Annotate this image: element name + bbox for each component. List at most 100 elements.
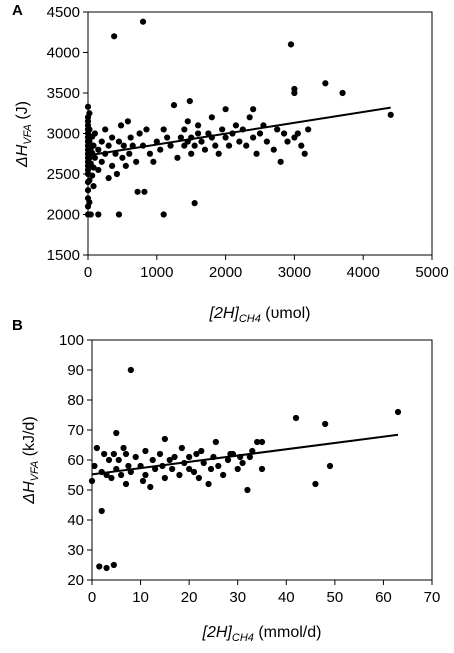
panel-b-point: [149, 456, 156, 464]
panel-b-point: [312, 480, 319, 488]
panel-b-y-label-sub: VFA: [29, 461, 41, 482]
panel-a-chart: A 0 1000 2000 3000 4000 5000 1500 2000 2500 3000…: [12, 2, 449, 325]
panel-a-point: [120, 142, 127, 149]
panel-a-point: [111, 33, 118, 40]
panel-b-chart: B 0 10 20 30 40 50 60 70 20 30 40 50 60 70 80 90 100 [2…: [12, 317, 440, 644]
panel-b-point: [254, 438, 261, 446]
panel-a-point: [291, 89, 298, 97]
panel-a-point: [250, 134, 257, 141]
panel-b-y-tick-label: 100: [59, 332, 84, 349]
panel-a-point: [246, 114, 253, 121]
panel-a-point: [119, 154, 126, 161]
panel-b-x-tick-label: 10: [132, 589, 149, 606]
panel-a-x-axis-title: [2H]CH4 (υmol): [209, 305, 311, 325]
panel-a-point: [191, 200, 198, 207]
panel-a-x-tick-label: 4000: [347, 264, 380, 281]
panel-a-point: [86, 126, 93, 133]
panel-b-point: [171, 453, 178, 461]
panel-a-point: [105, 174, 112, 182]
panel-b-point: [127, 366, 134, 374]
panel-b-trendline: [91, 433, 399, 476]
panel-b-x-tick-label: 0: [88, 589, 96, 606]
panel-a-y-tick-label: 2000: [47, 207, 80, 224]
panel-a-point: [181, 142, 188, 149]
panel-a-point: [215, 150, 222, 157]
panel-b-point: [178, 444, 185, 452]
panel-b-x-label-sub: CH4: [232, 632, 254, 644]
panel-a-point: [305, 126, 312, 133]
panel-b-point: [198, 447, 205, 455]
panel-a-point: [136, 130, 143, 137]
panel-b-point: [205, 480, 212, 488]
panel-a-y-tick-label: 4500: [47, 4, 80, 21]
panel-b-x-tick-label: 60: [375, 589, 392, 606]
panel-a-point: [127, 134, 134, 141]
panel-a-point: [115, 211, 123, 218]
panel-a-y-tick-label: 3000: [47, 126, 80, 143]
panel-a-point: [98, 138, 105, 145]
panel-a-point: [225, 142, 233, 149]
panel-a-point: [86, 177, 93, 184]
panel-b-point: [394, 408, 402, 416]
panel-b-point: [169, 465, 176, 473]
panel-a-point: [250, 106, 257, 113]
panel-a-point: [90, 142, 97, 149]
panel-a-point: [222, 134, 229, 141]
panel-a-point: [146, 150, 154, 157]
panel-b-point: [224, 456, 232, 464]
panel-a-x-tick-label: 0: [84, 264, 92, 281]
panel-a-point: [194, 130, 202, 137]
panel-b-point: [88, 477, 96, 485]
panel-a-y-label-main: ΔH: [14, 144, 31, 168]
panel-b-x-tick-label: 20: [181, 589, 198, 606]
panel-a-point: [134, 188, 141, 195]
panel-a-y-ticks: 1500 2000 2500 3000 3500 4000 4500: [47, 4, 88, 264]
panel-b-point: [91, 462, 98, 470]
panel-b-point: [244, 486, 251, 494]
panel-b-point: [186, 465, 193, 473]
panel-a-point: [89, 172, 96, 179]
panel-b-x-label-unit: (mmol/d): [254, 624, 322, 641]
panel-b-point: [122, 480, 130, 488]
panel-a-point: [253, 150, 260, 157]
panel-a-point: [232, 122, 240, 129]
panel-a-x-tick-label: 3000: [278, 264, 311, 281]
panel-a-point: [117, 122, 125, 129]
panel-a-point: [86, 154, 93, 161]
panel-a-point: [184, 118, 191, 125]
panel-a-point: [139, 18, 147, 25]
panel-b-point: [246, 453, 253, 461]
panel-b-point: [161, 474, 168, 482]
panel-b-y-tick-label: 60: [67, 452, 84, 469]
panel-a-y-label-sub: VFA: [22, 124, 34, 145]
panel-a-point: [256, 130, 264, 137]
panel-a-point: [90, 183, 97, 190]
panel-b-point: [156, 450, 164, 458]
panel-b-letter: B: [12, 317, 23, 334]
panel-b-plot-frame: [91, 339, 433, 581]
panel-b-y-label-main: ΔH: [21, 481, 38, 505]
panel-a-point: [98, 158, 105, 165]
panel-b-point: [161, 435, 168, 443]
panel-b-point: [220, 471, 227, 479]
panel-b-point: [110, 450, 117, 458]
panel-a-point: [86, 199, 93, 206]
panel-a-point: [212, 142, 219, 149]
panel-b-point: [120, 444, 127, 452]
panel-a-point: [105, 142, 112, 149]
panel-a-point: [236, 138, 243, 145]
panel-a-point: [177, 134, 184, 141]
panel-b-point: [147, 483, 154, 491]
panel-a-point: [198, 138, 205, 145]
panel-a-point: [188, 150, 195, 157]
panel-a-points: [84, 18, 394, 218]
panel-b-y-ticks: 20 30 40 50 60 70 80 90 100: [59, 332, 92, 589]
panel-b-point: [322, 420, 329, 428]
panel-a-point: [143, 126, 150, 133]
panel-a-point: [205, 130, 212, 137]
panel-a-x-label-sub: CH4: [239, 313, 261, 325]
panel-b-y-tick-label: 20: [67, 572, 84, 589]
panel-a-point: [133, 158, 140, 165]
panel-a-point: [95, 146, 102, 153]
panel-b-point: [125, 462, 132, 470]
